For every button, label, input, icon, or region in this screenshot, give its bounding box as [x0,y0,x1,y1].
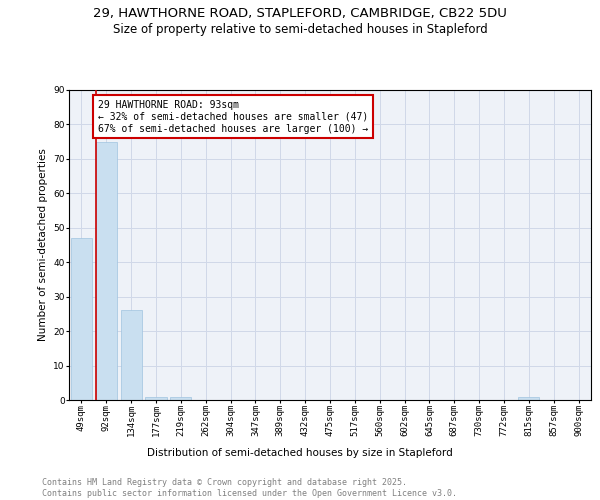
Bar [96,142,117,400]
Bar [518,396,539,400]
Bar [170,396,191,400]
Bar [121,310,142,400]
Text: 29 HAWTHORNE ROAD: 93sqm
← 32% of semi-detached houses are smaller (47)
67% of s: 29 HAWTHORNE ROAD: 93sqm ← 32% of semi-d… [98,100,368,134]
Bar [145,396,167,400]
Text: 29, HAWTHORNE ROAD, STAPLEFORD, CAMBRIDGE, CB22 5DU: 29, HAWTHORNE ROAD, STAPLEFORD, CAMBRIDG… [93,8,507,20]
Bar [71,238,92,400]
Text: Contains HM Land Registry data © Crown copyright and database right 2025.
Contai: Contains HM Land Registry data © Crown c… [42,478,457,498]
Y-axis label: Number of semi-detached properties: Number of semi-detached properties [38,148,48,342]
Text: Distribution of semi-detached houses by size in Stapleford: Distribution of semi-detached houses by … [147,448,453,458]
Text: Size of property relative to semi-detached houses in Stapleford: Size of property relative to semi-detach… [113,22,487,36]
